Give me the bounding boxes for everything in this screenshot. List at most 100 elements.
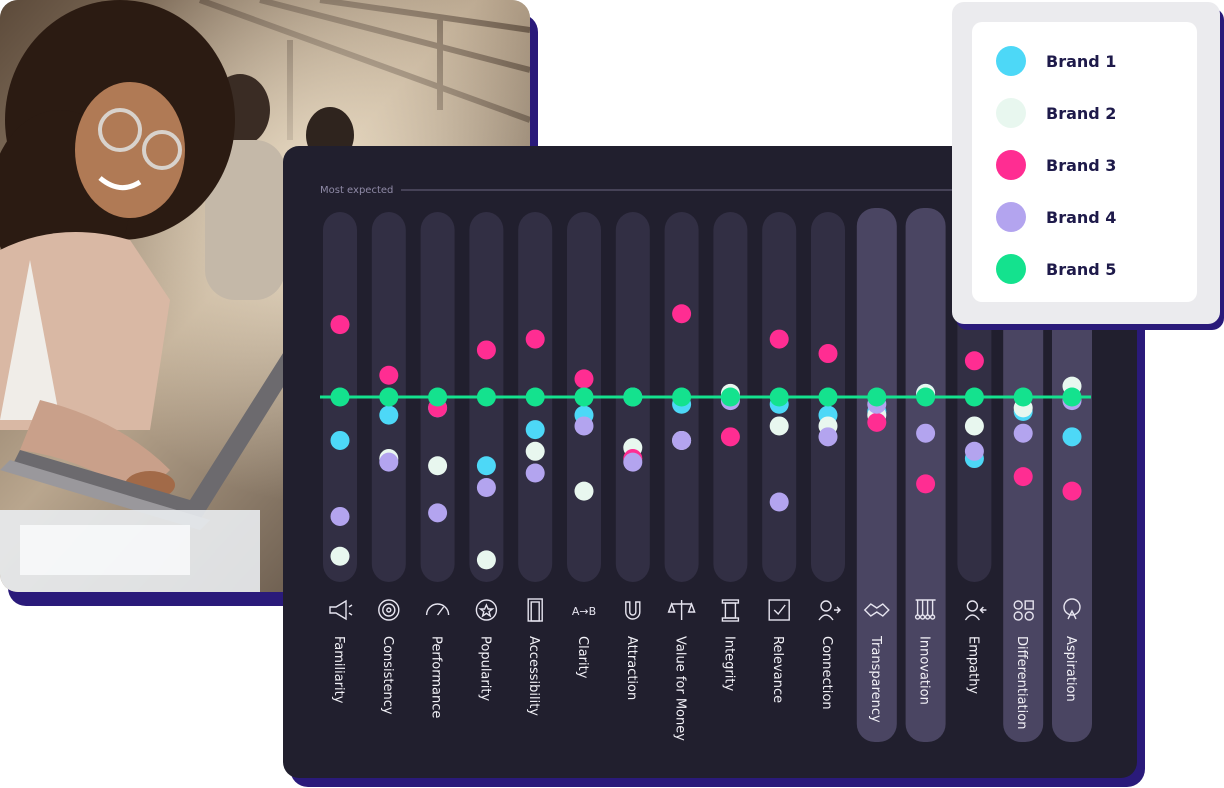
dot-brand-5-clarity[interactable] bbox=[574, 387, 594, 407]
dot-brand-4-familiarity[interactable] bbox=[330, 506, 350, 526]
star-badge-icon bbox=[475, 599, 498, 621]
dot-brand-4-performance[interactable] bbox=[428, 503, 448, 523]
person-arrow-icon bbox=[818, 600, 841, 621]
dot-brand-1-popularity[interactable] bbox=[476, 456, 496, 476]
dot-brand-5-familiarity[interactable] bbox=[330, 387, 350, 407]
dot-brand-5-transparency[interactable] bbox=[867, 387, 887, 407]
magnet-icon bbox=[625, 601, 641, 620]
dot-brand-2-popularity[interactable] bbox=[476, 550, 496, 570]
dot-brand-3-value-for-money[interactable] bbox=[672, 304, 692, 324]
category-label-aspiration: Aspiration bbox=[1063, 636, 1078, 702]
legend-swatch bbox=[996, 98, 1026, 128]
dot-brand-3-accessibility[interactable] bbox=[525, 329, 545, 349]
person-rocket-icon bbox=[1063, 598, 1081, 620]
legend-label: Brand 2 bbox=[1046, 103, 1117, 123]
dot-brand-5-integrity[interactable] bbox=[720, 387, 740, 407]
dot-brand-2-empathy[interactable] bbox=[964, 416, 984, 436]
legend-item-brand-2[interactable]: Brand 2 bbox=[996, 97, 1116, 129]
dot-brand-3-innovation[interactable] bbox=[916, 474, 936, 494]
dot-brand-1-familiarity[interactable] bbox=[330, 430, 350, 450]
legend: Brand 1 Brand 2 Brand 3 Brand 4 Brand 5 bbox=[972, 22, 1197, 302]
category-label-integrity: Integrity bbox=[721, 636, 736, 691]
dot-brand-3-popularity[interactable] bbox=[476, 340, 496, 360]
dot-brand-5-popularity[interactable] bbox=[476, 387, 496, 407]
dot-brand-5-aspiration[interactable] bbox=[1062, 387, 1082, 407]
legend-swatch bbox=[996, 254, 1026, 284]
dot-plot-chart: Most expected A→B Familiarity Consistency… bbox=[320, 185, 1123, 742]
dot-brand-4-innovation[interactable] bbox=[916, 423, 936, 443]
dot-brand-5-connection[interactable] bbox=[818, 387, 838, 407]
category-label-attraction: Attraction bbox=[624, 636, 639, 700]
legend-item-brand-4[interactable]: Brand 4 bbox=[996, 201, 1116, 233]
category-label-empathy: Empathy bbox=[965, 636, 980, 694]
dot-brand-5-performance[interactable] bbox=[428, 387, 448, 407]
dot-brand-2-familiarity[interactable] bbox=[330, 546, 350, 566]
scales-icon bbox=[667, 600, 696, 620]
megaphone-icon bbox=[329, 599, 353, 621]
category-label-clarity: Clarity bbox=[575, 636, 590, 679]
dot-brand-5-value-for-money[interactable] bbox=[672, 387, 692, 407]
dot-brand-3-aspiration[interactable] bbox=[1062, 481, 1082, 501]
dot-brand-3-connection[interactable] bbox=[818, 344, 838, 364]
dot-brand-4-popularity[interactable] bbox=[476, 478, 496, 497]
dot-brand-1-accessibility[interactable] bbox=[525, 420, 545, 440]
legend-card: Brand 1 Brand 2 Brand 3 Brand 4 Brand 5 bbox=[952, 2, 1220, 324]
target-icon bbox=[378, 599, 400, 621]
dot-brand-5-accessibility[interactable] bbox=[525, 387, 545, 407]
person-heart-icon bbox=[964, 600, 987, 621]
dot-brand-5-innovation[interactable] bbox=[916, 387, 936, 407]
legend-swatch bbox=[996, 46, 1026, 76]
category-label-consistency: Consistency bbox=[380, 636, 395, 715]
dot-brand-5-relevance[interactable] bbox=[769, 387, 789, 407]
most-expected-label: Most expected bbox=[320, 185, 393, 196]
category-label-popularity: Popularity bbox=[477, 636, 492, 701]
category-label-value-for-money: Value for Money bbox=[673, 636, 688, 741]
dot-brand-3-transparency[interactable] bbox=[867, 412, 887, 432]
dot-brand-3-integrity[interactable] bbox=[720, 427, 740, 447]
category-label-familiarity: Familiarity bbox=[331, 636, 346, 704]
dot-brand-2-performance[interactable] bbox=[428, 456, 448, 476]
category-label-accessibility: Accessibility bbox=[526, 636, 541, 716]
dot-brand-3-empathy[interactable] bbox=[964, 351, 984, 371]
dot-brand-4-relevance[interactable] bbox=[769, 492, 789, 512]
legend-item-brand-1[interactable]: Brand 1 bbox=[996, 45, 1116, 77]
dot-brand-3-differentiation[interactable] bbox=[1013, 467, 1033, 487]
dot-brand-5-attraction[interactable] bbox=[623, 387, 643, 407]
legend-swatch bbox=[996, 150, 1026, 180]
dot-brand-4-consistency[interactable] bbox=[379, 452, 399, 472]
legend-item-brand-5[interactable]: Brand 5 bbox=[996, 253, 1116, 285]
legend-swatch bbox=[996, 202, 1026, 232]
dot-brand-5-empathy[interactable] bbox=[964, 387, 984, 407]
category-label-transparency: Transparency bbox=[868, 635, 883, 723]
checkbox-icon bbox=[768, 599, 790, 621]
dot-brand-2-accessibility[interactable] bbox=[525, 441, 545, 461]
dot-brand-3-clarity[interactable] bbox=[574, 369, 594, 389]
legend-item-brand-3[interactable]: Brand 3 bbox=[996, 149, 1116, 181]
category-label-performance: Performance bbox=[429, 636, 444, 718]
dot-brand-2-relevance[interactable] bbox=[769, 416, 789, 436]
handshake-icon bbox=[863, 603, 890, 617]
dot-brand-2-clarity[interactable] bbox=[574, 481, 594, 501]
dot-brand-4-empathy[interactable] bbox=[964, 441, 984, 461]
chart-panel: Most expected A→B Familiarity Consistency… bbox=[283, 146, 1137, 778]
legend-label: Brand 3 bbox=[1046, 155, 1117, 175]
dot-brand-4-clarity[interactable] bbox=[574, 416, 594, 436]
dot-brand-4-connection[interactable] bbox=[818, 427, 838, 447]
dot-brand-4-differentiation[interactable] bbox=[1013, 423, 1033, 443]
legend-label: Brand 4 bbox=[1046, 207, 1117, 227]
dot-brand-3-relevance[interactable] bbox=[769, 329, 789, 349]
dot-brand-4-attraction[interactable] bbox=[623, 452, 643, 472]
dot-brand-1-consistency[interactable] bbox=[379, 405, 399, 425]
dot-brand-3-consistency[interactable] bbox=[379, 365, 399, 385]
dot-brand-5-consistency[interactable] bbox=[379, 387, 399, 407]
category-label-differentiation: Differentiation bbox=[1014, 636, 1029, 729]
dot-brand-1-aspiration[interactable] bbox=[1062, 427, 1082, 447]
dot-brand-3-familiarity[interactable] bbox=[330, 315, 350, 335]
legend-label: Brand 5 bbox=[1046, 259, 1117, 279]
dot-brand-4-value-for-money[interactable] bbox=[672, 430, 692, 450]
svg-text:A→B: A→B bbox=[572, 605, 596, 618]
dot-brand-4-accessibility[interactable] bbox=[525, 463, 545, 483]
legend-label: Brand 1 bbox=[1046, 51, 1117, 71]
gauge-icon bbox=[425, 603, 450, 616]
dot-brand-5-differentiation[interactable] bbox=[1013, 387, 1033, 407]
